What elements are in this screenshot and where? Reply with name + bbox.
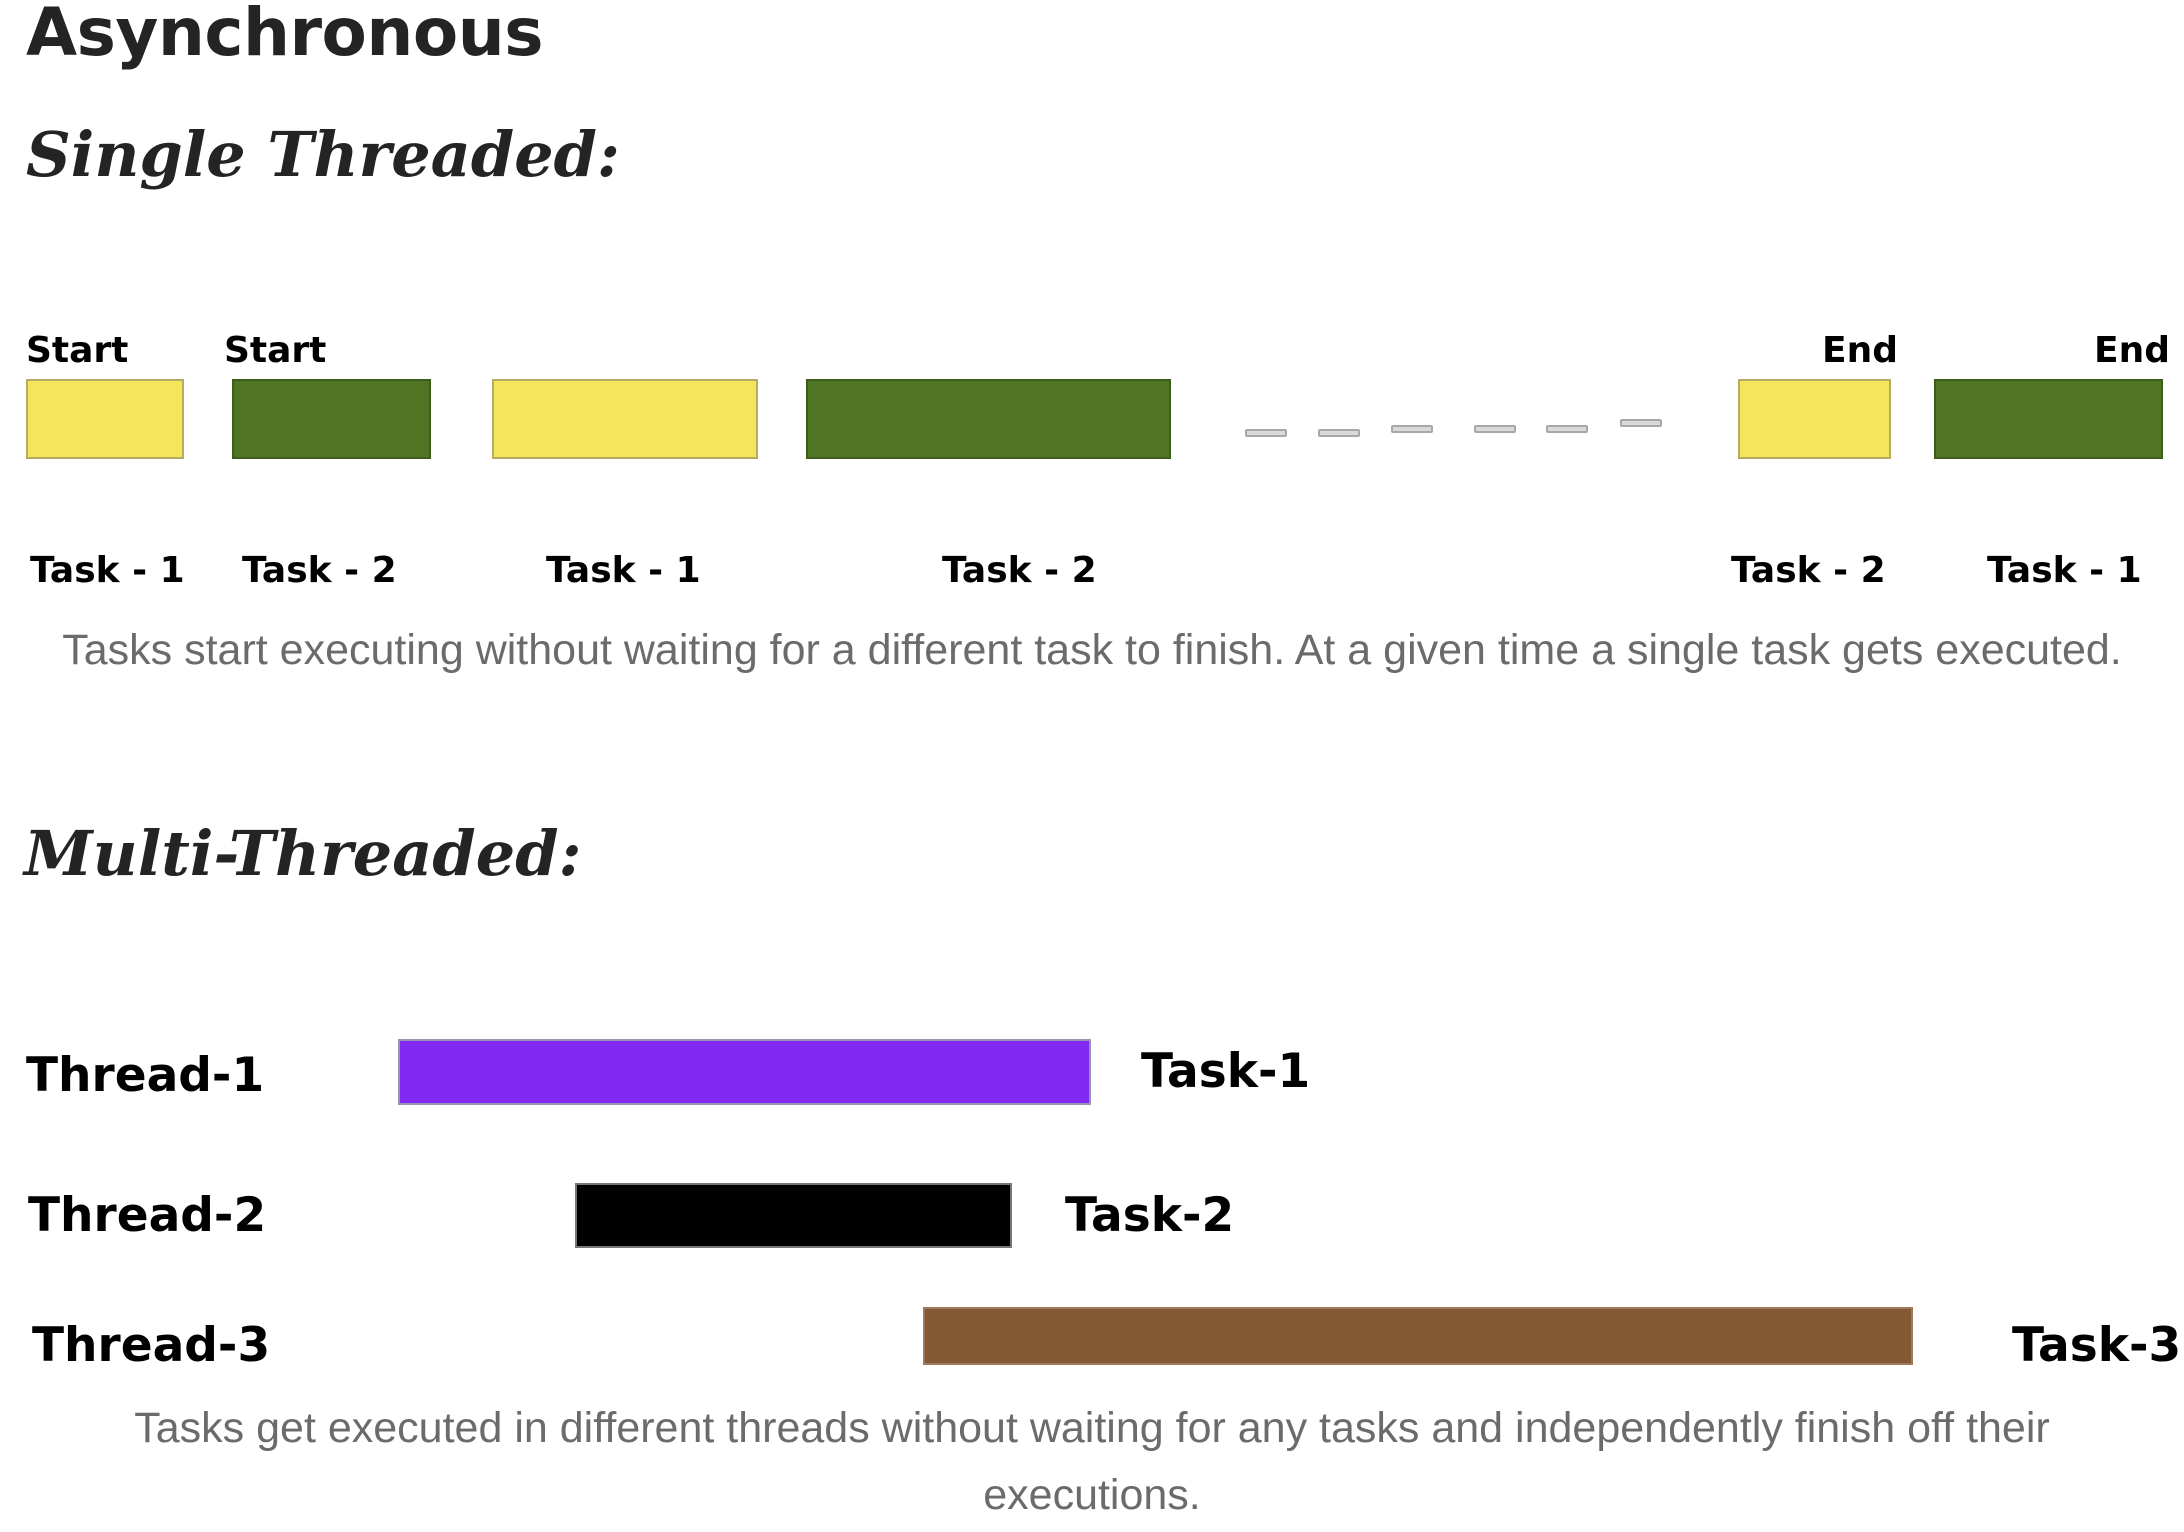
task-1-block-3 <box>1934 379 2163 459</box>
dash <box>1391 425 1433 433</box>
task-2-block-1 <box>232 379 431 459</box>
task-2-block-2 <box>806 379 1171 459</box>
dash <box>1546 425 1588 433</box>
thread-label-3: Thread-3 <box>32 1318 271 1373</box>
thread-label-2: Thread-2 <box>28 1188 267 1243</box>
dash <box>1318 429 1360 437</box>
thread-task-label-2: Task-2 <box>1065 1188 1235 1243</box>
page-title: Asynchronous <box>26 0 543 71</box>
thread-task-label-3: Task-3 <box>2012 1318 2182 1373</box>
dash <box>1245 429 1287 437</box>
thread-2-bar <box>575 1183 1012 1248</box>
task-label: Task - 1 <box>30 550 185 591</box>
task-1-block-2 <box>492 379 758 459</box>
end-marker-task-1: End <box>2094 330 2170 371</box>
task-label: Task - 1 <box>1987 550 2142 591</box>
single-threaded-heading: Single Threaded: <box>26 118 620 191</box>
task-label: Task - 1 <box>546 550 701 591</box>
thread-1-bar <box>398 1039 1091 1105</box>
start-marker-task-2: Start <box>224 330 327 371</box>
thread-label-1: Thread-1 <box>26 1048 265 1103</box>
task-label: Task - 2 <box>942 550 1097 591</box>
task-label: Task - 2 <box>242 550 397 591</box>
end-marker-task-2: End <box>1822 330 1898 371</box>
task-2-block-3 <box>1738 379 1891 459</box>
single-threaded-caption: Tasks start executing without waiting fo… <box>62 626 2122 674</box>
multi-threaded-heading: Multi-Threaded: <box>24 817 582 890</box>
start-marker-task-1: Start <box>26 330 129 371</box>
dash <box>1620 419 1662 427</box>
multi-threaded-caption: Tasks get executed in different threads … <box>134 1404 2050 1519</box>
thread-task-label-1: Task-1 <box>1141 1044 1311 1099</box>
task-label: Task - 2 <box>1731 550 1886 591</box>
task-1-block-1 <box>26 379 184 459</box>
thread-3-bar <box>923 1307 1913 1365</box>
dash <box>1474 425 1516 433</box>
